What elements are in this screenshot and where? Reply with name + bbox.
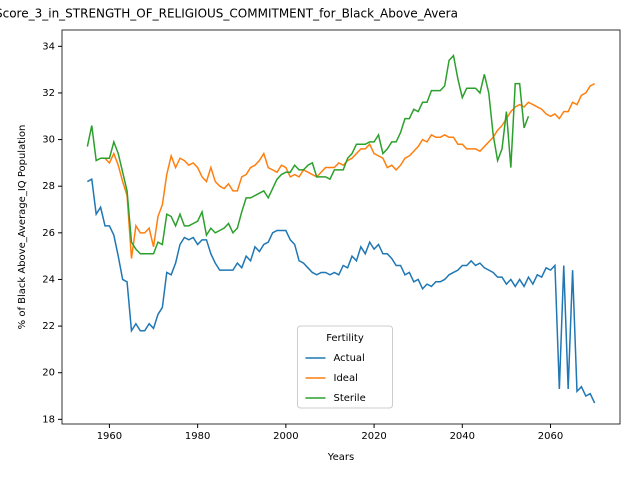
x-tick-label: 2060: [538, 431, 563, 442]
legend-box: [297, 325, 393, 409]
x-axis-label: Years: [327, 452, 354, 463]
data-line: [104, 82, 595, 259]
y-tick-label: 22: [42, 321, 55, 332]
legend-label: Sterile: [334, 393, 366, 404]
x-tick-label: 1980: [185, 431, 210, 442]
legend-label: Ideal: [334, 373, 358, 384]
data-line: [86, 54, 530, 255]
y-tick-label: 28: [42, 181, 55, 192]
legend-title: Fertility: [326, 333, 364, 344]
data-line: [87, 178, 596, 404]
y-tick-label: 18: [42, 414, 55, 425]
y-tick-label: 20: [42, 368, 55, 379]
plot-frame: [61, 29, 621, 425]
y-tick-label: 26: [42, 228, 55, 239]
chart-title: Score_3_in_STRENGTH_OF_RELIGIOUS_COMMITM…: [0, 7, 458, 21]
y-tick-label: 34: [42, 41, 55, 52]
x-tick-label: 2040: [450, 431, 475, 442]
legend: Fertility Actual Ideal Sterile: [297, 325, 393, 409]
y-tick-label: 24: [42, 274, 55, 285]
y-tick-label: 32: [42, 88, 55, 99]
legend-label: Actual: [334, 353, 365, 364]
x-tick-label: 2000: [273, 431, 298, 442]
x-tick-label: 1960: [97, 431, 122, 442]
y-axis-label: % of Black Above_Average_IQ Population: [17, 125, 28, 330]
y-tick-label: 30: [42, 135, 55, 146]
x-tick-label: 2020: [361, 431, 386, 442]
